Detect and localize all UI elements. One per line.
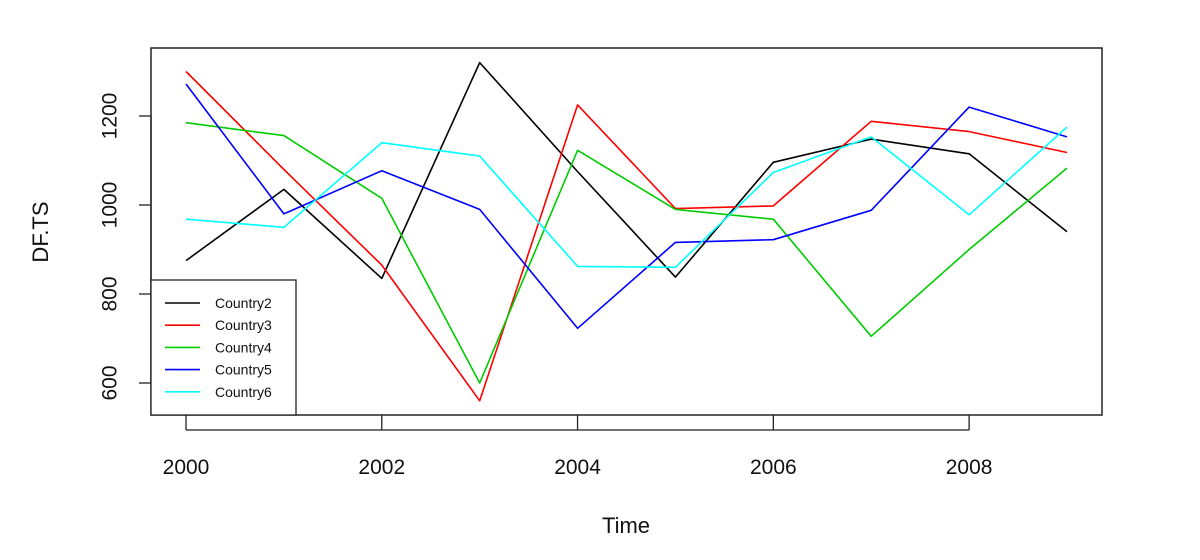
series-line-country4 bbox=[185, 121, 1068, 384]
legend-item: Country5 bbox=[165, 362, 272, 378]
legend-item: Country6 bbox=[165, 384, 272, 400]
y-tick-label: 1000 bbox=[99, 182, 122, 229]
y-tick-label: 800 bbox=[99, 276, 122, 311]
legend-item: Country2 bbox=[165, 295, 272, 311]
y-axis-title: DF.TS bbox=[28, 201, 53, 262]
legend-label: Country6 bbox=[215, 384, 272, 400]
x-tick-label: 2006 bbox=[750, 456, 797, 479]
legend-label: Country3 bbox=[215, 317, 272, 333]
x-tick-label: 2004 bbox=[554, 456, 601, 479]
legend: Country2 Country3 Country4 Country5 Country6 bbox=[150, 279, 297, 416]
x-tick-label: 2000 bbox=[163, 456, 210, 479]
x-tick-label: 2002 bbox=[358, 456, 405, 479]
series-line-country3 bbox=[185, 70, 1068, 402]
legend-label: Country2 bbox=[215, 295, 272, 311]
x-axis-title: Time bbox=[602, 513, 650, 538]
x-axis: 2000 2002 2004 2006 2008 bbox=[163, 415, 993, 479]
y-axis: 600 800 1000 1200 bbox=[99, 93, 152, 401]
legend-label: Country4 bbox=[215, 339, 272, 355]
series-layer bbox=[185, 61, 1068, 402]
y-tick-label: 600 bbox=[99, 365, 122, 400]
x-tick-label: 2008 bbox=[946, 456, 993, 479]
series-line-country6 bbox=[185, 126, 1068, 269]
y-tick-label: 1200 bbox=[99, 93, 122, 140]
series-line-country2 bbox=[185, 61, 1068, 280]
legend-item: Country4 bbox=[165, 339, 272, 355]
legend-label: Country5 bbox=[215, 362, 272, 378]
series-line-country5 bbox=[185, 83, 1068, 330]
legend-item: Country3 bbox=[165, 317, 272, 333]
